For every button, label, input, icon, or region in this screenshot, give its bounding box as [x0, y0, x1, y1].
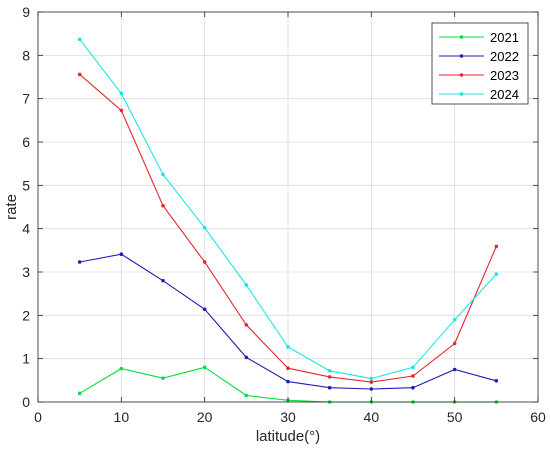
- data-point-2023: [411, 374, 415, 378]
- data-point-2023: [244, 323, 249, 327]
- legend-marker-2022: [459, 54, 464, 58]
- data-point-2021: [202, 365, 207, 370]
- y-tick-label: 8: [22, 47, 30, 63]
- data-point-2022: [119, 252, 124, 257]
- data-point-2021: [77, 391, 82, 396]
- x-tick-label: 30: [280, 409, 296, 425]
- y-tick-label: 6: [22, 134, 30, 150]
- legend-label-2024: 2024: [490, 87, 519, 102]
- data-point-2022: [244, 355, 249, 360]
- data-point-2022: [286, 379, 290, 384]
- data-point-2024: [411, 365, 415, 370]
- y-tick-label: 2: [22, 307, 30, 323]
- legend: 2021 2022 2023 2024: [431, 22, 529, 105]
- y-axis-label: rate: [3, 194, 20, 220]
- legend-label-2022: 2022: [490, 49, 519, 64]
- data-point-2023: [369, 380, 374, 384]
- data-point-2024: [161, 172, 165, 177]
- data-point-2023: [119, 108, 124, 113]
- data-point-2022: [452, 367, 457, 372]
- data-point-2023: [202, 260, 207, 264]
- y-tick-label: 1: [22, 351, 30, 367]
- legend-marker-2024: [459, 92, 464, 96]
- y-tick-label: 0: [22, 394, 30, 410]
- y-tick-label: 9: [22, 4, 30, 20]
- data-point-2022: [77, 260, 82, 264]
- data-point-2024: [119, 91, 124, 96]
- legend-label-2021: 2021: [490, 30, 519, 45]
- data-point-2023: [494, 244, 499, 249]
- legend-marker-2021: [459, 35, 464, 39]
- data-point-2021: [244, 393, 249, 398]
- y-tick-label: 5: [22, 177, 30, 193]
- data-point-2022: [494, 378, 499, 383]
- y-tick-label: 7: [22, 91, 30, 107]
- x-tick-label: 40: [364, 409, 380, 425]
- data-point-2023: [77, 72, 82, 77]
- data-point-2021: [161, 376, 165, 380]
- legend-label-2023: 2023: [490, 68, 519, 83]
- data-point-2024: [244, 283, 249, 287]
- x-axis-label: latitude(°): [256, 428, 320, 445]
- data-point-2024: [286, 345, 290, 349]
- x-tick-label: 20: [197, 409, 213, 425]
- data-point-2024: [494, 272, 499, 276]
- data-point-2023: [452, 341, 457, 346]
- data-point-2023: [327, 375, 332, 379]
- x-tick-label: 60: [530, 409, 546, 425]
- data-point-2022: [369, 387, 374, 391]
- data-point-2024: [452, 317, 457, 322]
- data-point-2021: [119, 366, 124, 371]
- data-point-2024: [369, 376, 374, 381]
- axis-ticks: 0 10 20 30 40 50 60 0 1 2 3 4 5 6 7 8 9: [22, 4, 546, 425]
- data-point-2022: [411, 385, 415, 390]
- data-point-2024: [202, 226, 207, 230]
- x-tick-label: 10: [114, 409, 130, 425]
- legend-marker-2023: [459, 73, 464, 77]
- data-point-2024: [327, 369, 332, 373]
- data-point-2024: [77, 37, 82, 42]
- series-lines: [77, 37, 499, 404]
- y-tick-label: 4: [22, 221, 30, 237]
- data-point-2022: [161, 278, 165, 283]
- x-tick-label: 50: [447, 409, 463, 425]
- y-tick-label: 3: [22, 264, 30, 280]
- data-point-2022: [327, 385, 332, 390]
- data-point-2022: [202, 307, 207, 312]
- data-point-2023: [286, 366, 290, 371]
- x-tick-label: 0: [34, 409, 42, 425]
- data-point-2023: [161, 203, 165, 208]
